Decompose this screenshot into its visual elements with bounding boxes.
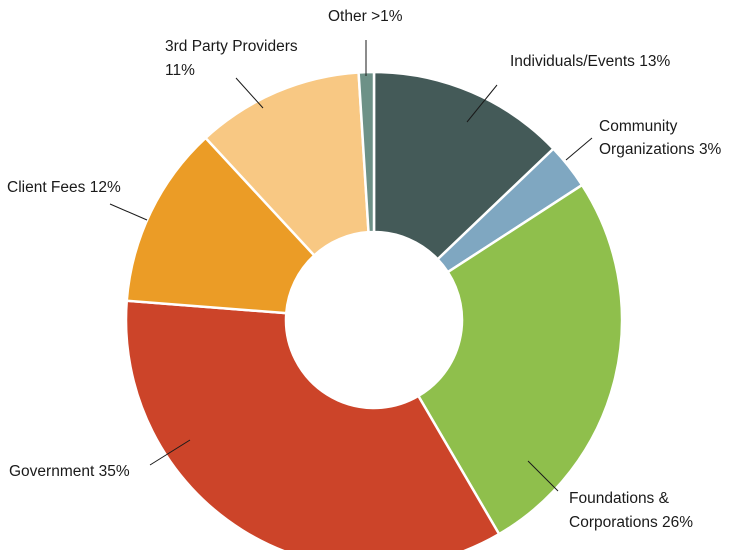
label-client-fees: Client Fees 12%	[7, 179, 121, 196]
label-individuals-events: Individuals/Events 13%	[510, 53, 670, 70]
label-community-organizations: Community Organizations 3%	[599, 118, 722, 158]
donut-hole	[286, 232, 462, 408]
leader-line-government	[149, 439, 191, 466]
label-3rd-party-providers-line-2: 11%	[165, 62, 195, 79]
label-3rd-party-providers-line-1: 3rd Party Providers	[165, 38, 298, 55]
label-foundations-corporations-line-2: Corporations 26%	[569, 514, 693, 531]
label-community-organizations-line-2: Organizations 3%	[599, 141, 722, 158]
label-3rd-party-providers: 3rd Party Providers 11%	[165, 38, 302, 79]
label-foundations-corporations-line-1: Foundations &	[569, 490, 670, 507]
label-government: Government 35%	[9, 463, 130, 480]
leader-line-client-fees	[109, 203, 148, 221]
leader-line-individuals-events	[466, 84, 498, 123]
leader-line-foundations-corporations	[527, 460, 559, 492]
label-foundations-corporations: Foundations & Corporations 26%	[569, 490, 693, 531]
label-community-organizations-line-1: Community	[599, 118, 678, 135]
leader-line-community-organizations	[565, 137, 593, 161]
label-other: Other >1%	[328, 8, 403, 25]
leader-line-3rd-party-providers	[235, 77, 264, 109]
